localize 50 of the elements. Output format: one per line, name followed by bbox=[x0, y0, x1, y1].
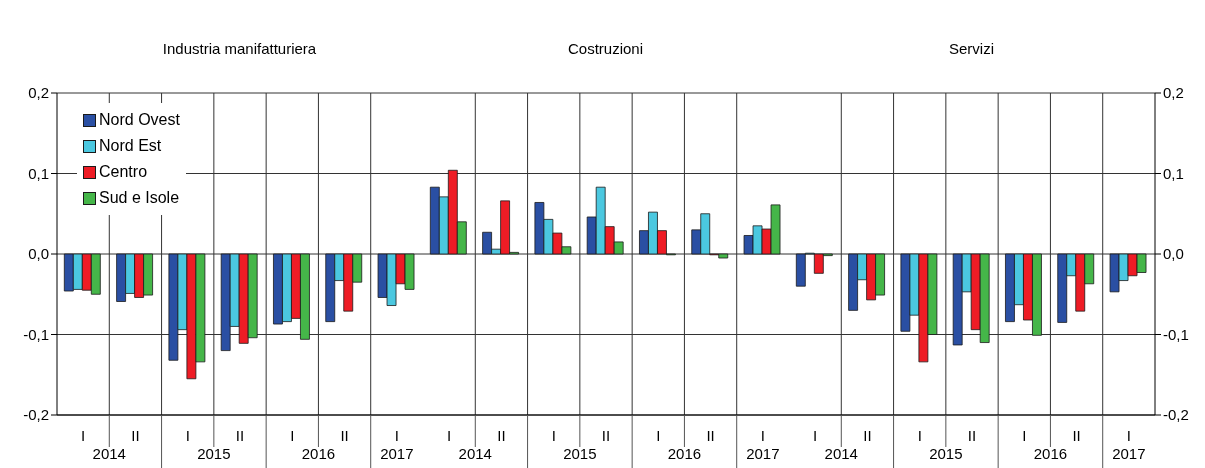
panel-header-frame: Costruzioni bbox=[423, 8, 788, 89]
x-tick-label: I bbox=[656, 427, 661, 444]
x-tick-label: II bbox=[601, 427, 611, 444]
text: 2014 bbox=[91, 445, 127, 462]
text: 2016 bbox=[300, 445, 337, 462]
text: 2017 bbox=[1111, 445, 1147, 462]
y-tick-label: 0,2 bbox=[28, 84, 49, 102]
y-tick-label: -0,1 bbox=[23, 325, 49, 343]
x-tick-label: I bbox=[760, 427, 765, 444]
x-tick-label: I bbox=[447, 427, 452, 444]
y2-tick-label: 0,0 bbox=[1163, 245, 1184, 263]
x-tick-label: I bbox=[1126, 427, 1131, 444]
text: 2015 bbox=[562, 445, 598, 462]
text: 2016 bbox=[1032, 445, 1069, 462]
y-tick-label: 0,1 bbox=[28, 164, 49, 182]
x-tick-label: II bbox=[131, 427, 140, 444]
x-tick-label: II bbox=[706, 427, 715, 444]
panel-header-frame: Industria manifatturiera bbox=[57, 8, 422, 89]
y2-tick-label: 0,2 bbox=[1163, 84, 1184, 102]
text: 2015 bbox=[196, 445, 232, 462]
x-tick-label: I bbox=[290, 427, 295, 444]
x-tick-label: I bbox=[394, 427, 399, 444]
x-tick-label: II bbox=[967, 427, 977, 444]
text: 2017 bbox=[745, 445, 781, 462]
x-tick-label: I bbox=[917, 427, 922, 444]
x-tick-label: I bbox=[551, 427, 556, 444]
x-tick-label: II bbox=[1072, 427, 1081, 444]
x-tick-label: II bbox=[863, 427, 872, 444]
y2-tick-label: -0,1 bbox=[1163, 325, 1189, 343]
x-tick-label: I bbox=[1022, 427, 1027, 444]
x-tick-label: I bbox=[81, 427, 86, 444]
x-tick-label: II bbox=[235, 427, 245, 444]
y-tick-label: 0,0 bbox=[28, 245, 49, 263]
text: 2015 bbox=[928, 445, 964, 462]
legend-label: Nord Est bbox=[99, 136, 162, 156]
legend-label: Sud e Isole bbox=[99, 188, 180, 208]
text: 2014 bbox=[823, 445, 859, 462]
x-tick-label: I bbox=[813, 427, 818, 444]
text: 2014 bbox=[457, 445, 493, 462]
legend-label: Nord Ovest bbox=[99, 110, 180, 130]
legend-label: Centro bbox=[99, 162, 148, 182]
y2-tick-label: 0,1 bbox=[1163, 164, 1184, 182]
x-tick-label: II bbox=[497, 427, 506, 444]
x-tick-label: II bbox=[340, 427, 349, 444]
x-tick-label: I bbox=[185, 427, 190, 444]
y2-tick-label: -0,2 bbox=[1163, 406, 1189, 424]
text: 2017 bbox=[379, 445, 415, 462]
text: 2016 bbox=[666, 445, 703, 462]
y-tick-label: -0,2 bbox=[23, 406, 49, 424]
panel-header-frame: Servizi bbox=[789, 8, 1154, 89]
